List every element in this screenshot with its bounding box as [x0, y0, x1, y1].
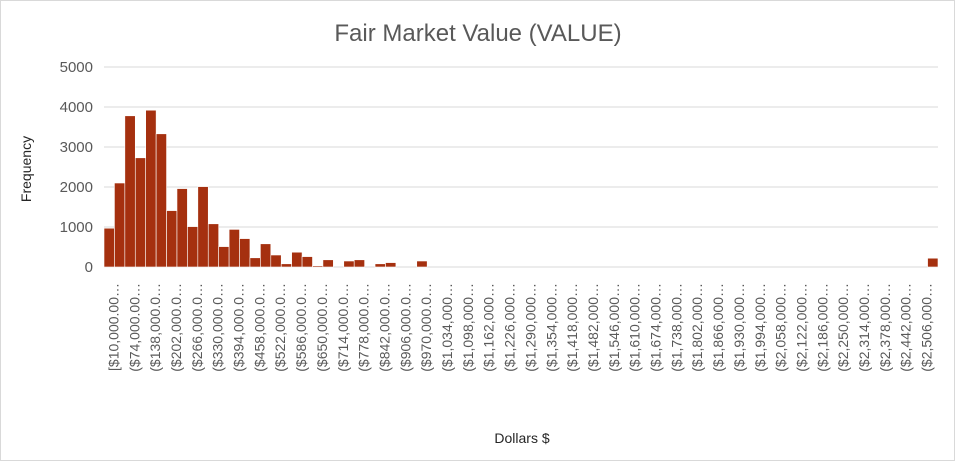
x-tick-label: ($714,000.0… — [335, 283, 351, 372]
x-tick-label: ($1,994,000… — [752, 283, 768, 372]
x-tick-label: ($266,000.0… — [189, 283, 205, 372]
x-tick-label: ($842,000.0… — [376, 283, 392, 372]
x-tick-label: ($2,122,000… — [793, 283, 809, 372]
x-tick-label: ($330,000.0… — [210, 283, 226, 372]
histogram-bar — [228, 229, 240, 268]
x-tick-label: ($458,000.0… — [251, 283, 267, 372]
y-tick-label: 3000 — [60, 139, 93, 156]
histogram-bar — [218, 246, 230, 268]
histogram-bar — [176, 188, 188, 268]
x-tick-label: ($2,506,000… — [919, 283, 935, 372]
x-tick-label: ($1,354,000… — [543, 283, 559, 372]
histogram-bar — [416, 260, 428, 268]
chart-title: Fair Market Value (VALUE) — [334, 20, 621, 47]
histogram-bar — [239, 238, 251, 268]
x-tick-label: ($1,866,000… — [710, 283, 726, 372]
x-tick-label: ($74,000.00… — [126, 283, 142, 372]
x-tick-label: ($1,674,000… — [648, 283, 664, 372]
histogram-bar — [124, 115, 136, 268]
x-tick-label: ($1,802,000… — [689, 283, 705, 372]
histogram-bar — [197, 186, 209, 268]
x-tick-label: ($1,034,000… — [439, 283, 455, 372]
histogram-bar — [343, 260, 355, 268]
x-tick-label: ($1,162,000… — [481, 283, 497, 372]
gridlines — [104, 66, 938, 268]
histogram-bar — [207, 223, 219, 268]
histogram-bar — [145, 109, 157, 268]
x-tick-label: ($1,546,000… — [606, 283, 622, 372]
x-axis-ticks: [$10,000.00… ($74,000.00… ($138,000.0… ($20… — [105, 283, 934, 372]
histogram-bar — [260, 243, 272, 268]
y-axis-ticks: 0 1000 2000 3000 4000 5000 — [60, 59, 93, 276]
histogram-bar — [927, 257, 939, 268]
histogram-bar — [134, 157, 146, 268]
x-tick-label: ($1,738,000… — [668, 283, 684, 372]
x-tick-label: ($2,378,000… — [877, 283, 893, 372]
histogram-bar — [312, 265, 324, 268]
histogram-bar — [280, 263, 292, 268]
x-tick-label: ($586,000.0… — [293, 283, 309, 372]
histogram-bar — [114, 182, 126, 268]
y-axis-label: Frequency — [18, 136, 34, 202]
x-tick-label: ($394,000.0… — [231, 283, 247, 372]
y-tick-label: 5000 — [60, 59, 93, 76]
histogram-bar — [270, 254, 282, 268]
histogram-bar — [103, 227, 115, 268]
x-tick-label: ($2,250,000… — [835, 283, 851, 372]
x-tick-label: ($778,000.0… — [356, 283, 372, 372]
x-tick-label: ($2,442,000… — [898, 283, 914, 372]
histogram-bar — [166, 210, 178, 268]
x-tick-label: ($906,000.0… — [397, 283, 413, 372]
x-tick-label: ($2,314,000… — [856, 283, 872, 372]
histogram-bar — [353, 259, 365, 268]
x-axis-label: Dollars $ — [494, 430, 549, 446]
x-tick-label: ($2,186,000… — [814, 283, 830, 372]
histogram-bar — [249, 257, 261, 268]
bars — [103, 109, 939, 268]
x-tick-label: ($1,098,000… — [460, 283, 476, 372]
y-tick-label: 1000 — [60, 219, 93, 236]
histogram-bar — [301, 256, 313, 268]
histogram-bar — [374, 263, 386, 268]
x-tick-label: ($650,000.0… — [314, 283, 330, 372]
y-tick-label: 2000 — [60, 179, 93, 196]
x-tick-label: ($138,000.0… — [147, 283, 163, 372]
x-tick-label: ($1,418,000… — [564, 283, 580, 372]
x-tick-label: ($1,610,000… — [627, 283, 643, 372]
histogram-bar — [187, 226, 199, 268]
y-tick-label: 0 — [85, 259, 93, 276]
x-tick-label: ($522,000.0… — [272, 283, 288, 372]
x-tick-label: ($1,930,000… — [731, 283, 747, 372]
histogram-bar — [385, 262, 397, 268]
y-tick-label: 4000 — [60, 99, 93, 116]
histogram-bar — [322, 259, 334, 268]
histogram-bar — [291, 251, 303, 268]
x-tick-label: ($1,290,000… — [522, 283, 538, 372]
x-tick-label: [$10,000.00… — [105, 283, 121, 371]
x-tick-label: ($1,482,000… — [585, 283, 601, 372]
x-tick-label: ($202,000.0… — [168, 283, 184, 372]
histogram-bar — [155, 133, 167, 268]
x-tick-label: ($970,000.0… — [418, 283, 434, 372]
x-tick-label: ($2,058,000… — [773, 283, 789, 372]
x-tick-label: ($1,226,000… — [502, 283, 518, 372]
